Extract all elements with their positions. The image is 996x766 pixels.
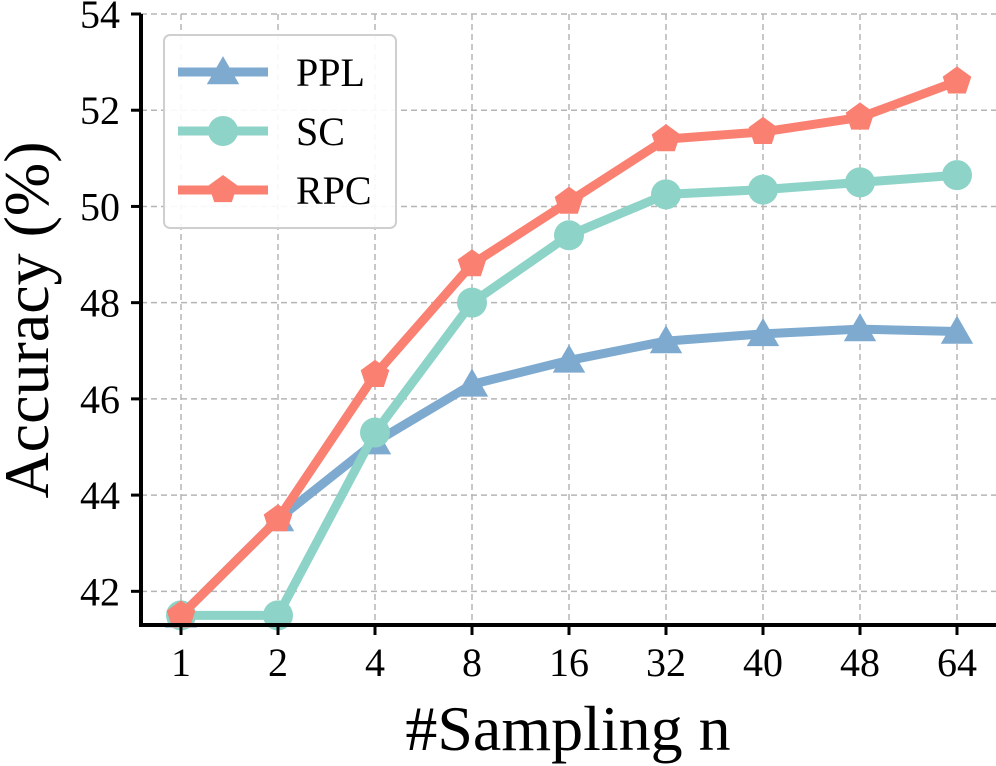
y-tick-label: 52 bbox=[80, 88, 120, 133]
y-ticks: 42 44 46 48 50 52 54 bbox=[80, 0, 141, 614]
data-point-rpc bbox=[651, 124, 681, 152]
data-point-sc bbox=[554, 220, 584, 251]
legend-marker-triangle-icon bbox=[206, 56, 240, 85]
data-point-rpc bbox=[554, 186, 584, 214]
y-tick-label: 48 bbox=[80, 281, 120, 326]
data-point-rpc bbox=[942, 66, 972, 94]
legend-marker-circle-icon bbox=[208, 116, 238, 146]
data-point-sc bbox=[942, 160, 972, 191]
x-tick-label: 48 bbox=[840, 640, 880, 685]
y-tick-label: 46 bbox=[80, 377, 120, 422]
data-point-sc bbox=[457, 287, 487, 318]
x-tick-label: 16 bbox=[549, 640, 589, 685]
data-point-ppl bbox=[552, 344, 586, 373]
data-point-sc bbox=[263, 600, 293, 631]
y-tick-label: 42 bbox=[80, 569, 120, 614]
data-point-rpc bbox=[845, 102, 875, 130]
legend-entry-rpc: RPC bbox=[178, 168, 372, 213]
data-point-rpc bbox=[166, 600, 196, 628]
x-tick-label: 64 bbox=[937, 640, 977, 685]
y-tick-label: 44 bbox=[80, 473, 120, 518]
x-axis-title: #Sampling n bbox=[405, 693, 730, 764]
y-tick-label: 54 bbox=[80, 0, 120, 37]
data-point-ppl bbox=[455, 368, 489, 397]
x-tick-label: 1 bbox=[171, 640, 191, 685]
data-point-rpc bbox=[457, 249, 487, 277]
data-point-sc bbox=[748, 174, 778, 205]
series-ppl bbox=[164, 313, 974, 628]
y-axis-title: Accuracy (%) bbox=[0, 141, 62, 498]
data-point-sc bbox=[360, 417, 390, 448]
legend-entry-ppl: PPL bbox=[178, 50, 365, 95]
series-layer bbox=[164, 66, 974, 631]
data-point-rpc bbox=[263, 504, 293, 532]
legend-label: RPC bbox=[296, 168, 372, 213]
data-point-rpc bbox=[360, 359, 390, 387]
data-point-sc bbox=[651, 179, 681, 210]
x-tick-label: 32 bbox=[646, 640, 686, 685]
legend-label: PPL bbox=[296, 50, 365, 95]
x-tick-label: 4 bbox=[365, 640, 385, 685]
legend-entry-sc: SC bbox=[178, 109, 345, 154]
legend-label: SC bbox=[296, 109, 345, 154]
legend: PPL SC RPC bbox=[163, 34, 397, 229]
data-point-rpc bbox=[748, 116, 778, 144]
legend-marker-pentagon-icon bbox=[208, 175, 238, 203]
x-ticks: 1 2 4 8 16 32 40 48 64 bbox=[171, 625, 977, 685]
x-tick-label: 2 bbox=[268, 640, 288, 685]
series-rpc bbox=[166, 66, 972, 628]
data-point-sc bbox=[845, 167, 875, 198]
x-tick-label: 8 bbox=[462, 640, 482, 685]
data-point-ppl bbox=[746, 318, 780, 347]
data-point-ppl bbox=[940, 315, 974, 344]
data-point-ppl bbox=[843, 313, 877, 342]
y-tick-label: 50 bbox=[80, 184, 120, 229]
x-tick-label: 40 bbox=[743, 640, 783, 685]
data-point-ppl bbox=[649, 325, 683, 354]
